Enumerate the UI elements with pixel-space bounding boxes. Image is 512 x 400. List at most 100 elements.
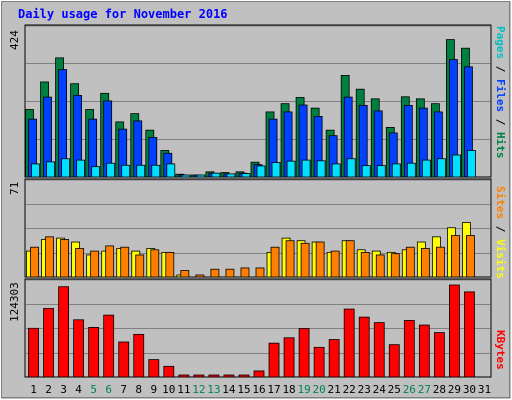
chart-title: Daily usage for November 2016 (18, 7, 228, 21)
bar-sites (120, 246, 130, 278)
bar-pages (452, 154, 461, 178)
bar-sites (405, 246, 415, 278)
bar-kbytes (238, 374, 250, 378)
legend-files: Files (494, 79, 507, 113)
bar-kbytes (148, 359, 160, 378)
x-tick-label: 9 (150, 383, 157, 396)
legend-sep: / (494, 59, 507, 79)
x-tick-label: 10 (162, 383, 175, 396)
bar-pages (467, 150, 476, 178)
bar-kbytes (343, 308, 355, 378)
bar-sites (90, 250, 100, 278)
bar-sites (300, 242, 310, 278)
bar-pages (76, 159, 86, 178)
bar-sites (420, 248, 430, 278)
bar-pages (151, 164, 161, 178)
x-tick-label: 15 (237, 383, 250, 396)
bar-kbytes (223, 374, 235, 378)
bar-pages (301, 159, 311, 178)
bar-pages (181, 174, 191, 178)
bar-sites (195, 274, 205, 278)
legend-hits: Hits (494, 132, 507, 159)
y-max-label-kbytes: 124303 (8, 282, 21, 322)
bar-sites (285, 240, 295, 278)
bar-sites (375, 254, 385, 278)
x-tick-label: 29 (448, 383, 461, 396)
bar-kbytes (358, 316, 370, 378)
x-tick-label: 14 (222, 383, 236, 396)
x-tick-label: 30 (463, 383, 476, 396)
x-tick-label: 18 (282, 383, 295, 396)
bar-kbytes (118, 341, 130, 378)
bar-sites (150, 249, 160, 278)
bar-kbytes (403, 320, 415, 378)
bar-pages (91, 166, 101, 178)
bar-sites (345, 240, 355, 278)
bar-pages (106, 162, 116, 178)
x-tick-label: 31 (478, 383, 491, 396)
bar-pages (376, 165, 386, 178)
bar-kbytes (449, 284, 460, 378)
bar-sites (225, 268, 235, 278)
bar-pages (256, 165, 266, 178)
bar-kbytes (313, 346, 325, 378)
bar-kbytes (268, 342, 280, 378)
legend-sites: Sites (494, 186, 507, 220)
y-max-label-visits: 71 (8, 181, 21, 195)
x-tick-label: 27 (418, 383, 431, 396)
bar-pages (316, 160, 326, 178)
bar-kbytes (133, 333, 145, 378)
x-tick-label: 1 (30, 383, 37, 396)
x-tick-label: 4 (75, 383, 82, 396)
x-tick-label: 22 (343, 383, 356, 396)
bar-pages (121, 164, 131, 178)
bar-kbytes (373, 322, 385, 378)
x-tick-label: 11 (177, 383, 190, 396)
bar-pages (286, 160, 296, 178)
bar-sites (105, 245, 115, 278)
bar-pages (31, 163, 40, 178)
bar-pages (391, 163, 401, 178)
legend-sep: / (494, 219, 507, 239)
bar-sites (255, 267, 265, 278)
bar-sites (210, 268, 220, 278)
right-legend-kbytes-panel: KBytes (494, 330, 507, 370)
bar-sites (135, 254, 145, 278)
x-tick-label: 5 (90, 383, 97, 396)
bar-kbytes (43, 308, 54, 378)
y-max-label-hits: 424 (8, 30, 21, 50)
bar-sites (240, 267, 250, 278)
bar-pages (406, 162, 416, 178)
bar-pages (136, 164, 146, 178)
bar-kbytes (163, 365, 175, 378)
x-tick-label: 24 (373, 383, 387, 396)
bar-sites (360, 251, 370, 278)
x-tick-label: 6 (105, 383, 112, 396)
x-tick-label: 19 (297, 383, 310, 396)
bar-pages (226, 173, 236, 178)
bar-sites (180, 270, 190, 278)
bar-sites (315, 241, 325, 278)
bar-kbytes (328, 339, 340, 378)
bar-pages (166, 163, 176, 178)
bar-kbytes (73, 319, 85, 378)
bar-kbytes (388, 344, 400, 378)
bar-kbytes (193, 374, 205, 378)
bar-kbytes (418, 324, 430, 378)
legend-visits: Visits (494, 239, 507, 279)
legend-sep: / (494, 112, 507, 132)
bar-kbytes (253, 370, 265, 378)
bar-pages (421, 159, 431, 178)
bar-pages (211, 172, 221, 178)
bar-pages (271, 162, 281, 178)
bar-sites (466, 235, 475, 278)
bar-kbytes (433, 332, 445, 378)
bar-pages (346, 158, 356, 178)
bar-kbytes (103, 314, 115, 378)
x-tick-label: 25 (388, 383, 401, 396)
bar-pages (61, 158, 70, 178)
bar-kbytes (28, 327, 39, 378)
